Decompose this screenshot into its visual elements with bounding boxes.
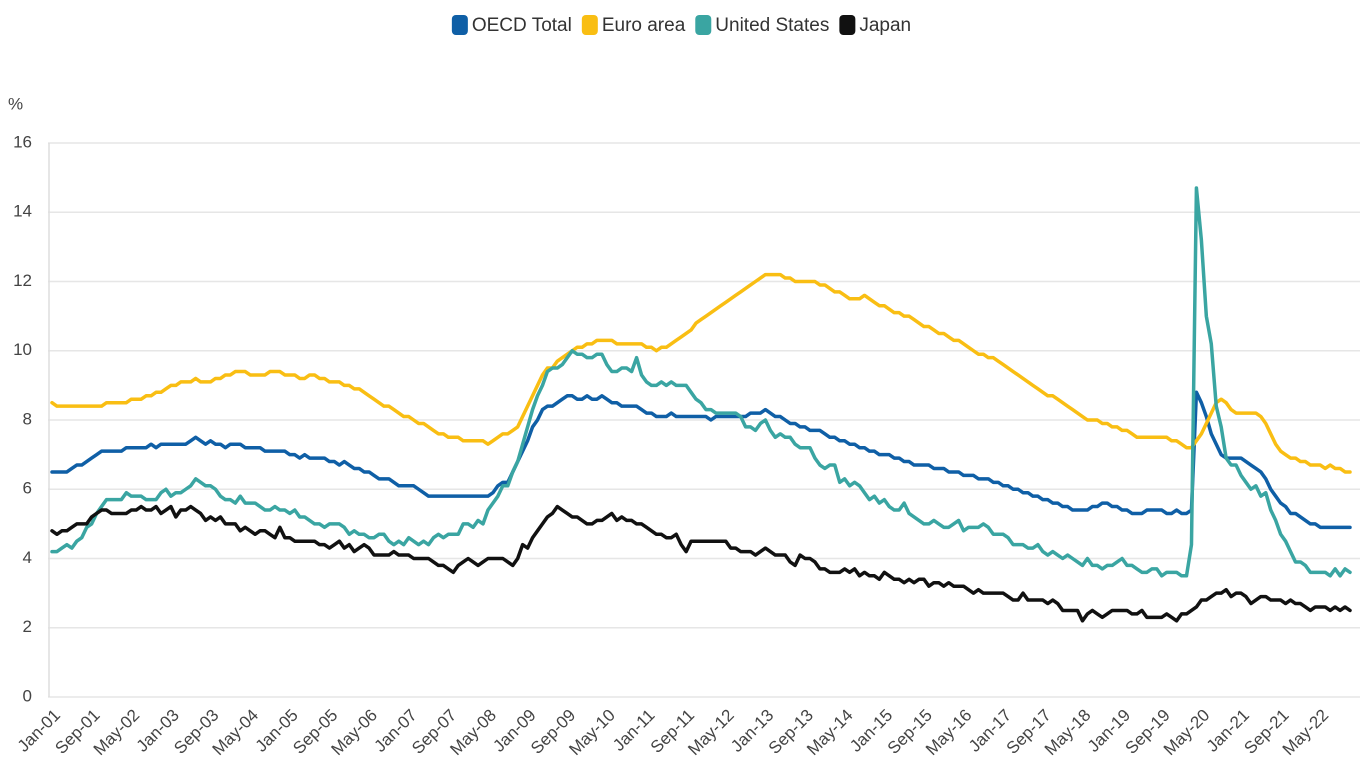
y-tick-label: 16 xyxy=(13,132,32,151)
y-tick-label: 14 xyxy=(13,202,32,221)
legend-label: OECD Total xyxy=(472,15,572,36)
legend-label: Japan xyxy=(859,15,911,36)
series-line xyxy=(50,504,1352,623)
y-tick-label: 6 xyxy=(23,479,32,498)
y-tick-label: 8 xyxy=(23,409,32,428)
legend-swatch xyxy=(839,15,856,35)
series-line xyxy=(50,272,1352,474)
legend-swatch xyxy=(451,15,468,35)
y-tick-label: 2 xyxy=(23,617,32,636)
legend-swatch xyxy=(581,15,598,35)
legend-swatch xyxy=(695,15,712,35)
y-tick-label: 4 xyxy=(23,548,32,567)
y-tick-label: 12 xyxy=(13,271,32,290)
legend: OECD Total Euro area United States Japan xyxy=(451,15,911,36)
y-axis-label: % xyxy=(8,94,23,113)
series-line xyxy=(50,186,1352,578)
y-tick-label: 10 xyxy=(13,340,32,359)
y-tick-label: 0 xyxy=(23,686,32,705)
series-line xyxy=(50,390,1352,530)
legend-label: United States xyxy=(715,15,829,36)
legend-label: Euro area xyxy=(602,15,686,36)
